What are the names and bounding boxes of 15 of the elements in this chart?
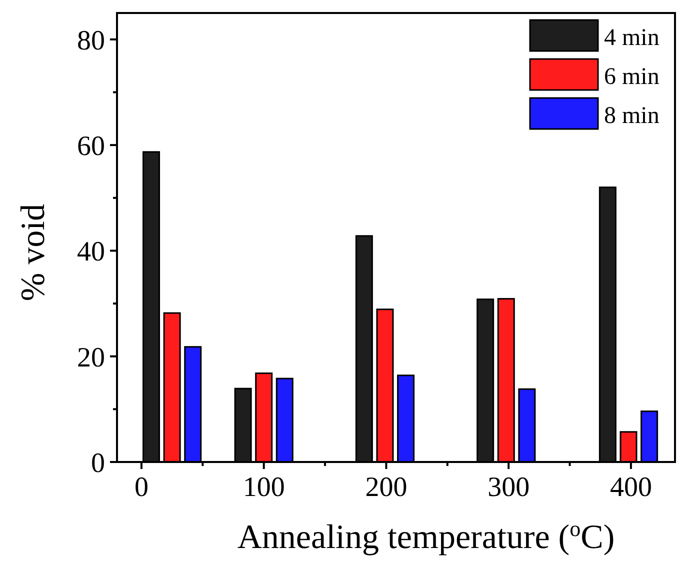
x-tick-label: 200 [365,472,408,503]
legend-label: 6 min [604,64,660,90]
x-axis-title: Annealing temperature ($^{o}$C) [237,516,615,556]
y-tick-label: 80 [77,25,105,56]
x-tick-label: 400 [610,472,652,503]
x-tick-label: 0 [134,472,148,503]
y-tick-label: 0 [91,448,105,479]
y-tick-label: 40 [77,236,105,268]
x-tick-label: 300 [488,472,530,503]
y-tick-label: 60 [77,131,105,162]
y-tick-label: 20 [77,342,105,374]
legend-label: 8 min [604,103,660,129]
y-axis-title: % void [15,204,52,302]
x-tick-label: 100 [242,472,285,503]
legend-label: 4 min [604,25,660,51]
